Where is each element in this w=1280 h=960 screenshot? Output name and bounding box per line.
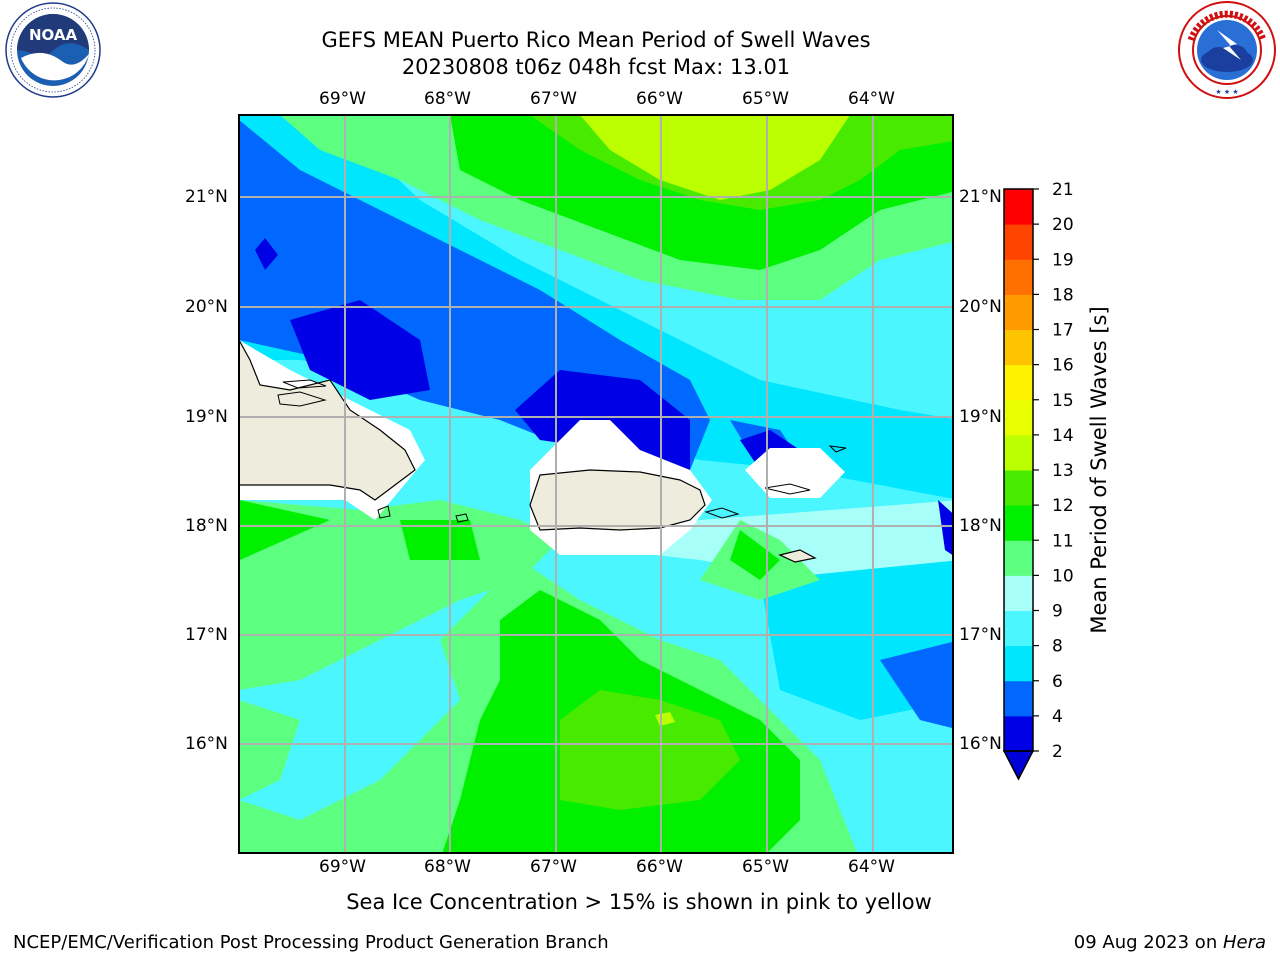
lon-tick-bottom-64w: 64°W xyxy=(848,857,895,877)
lon-tick-top-64w: 64°W xyxy=(848,89,895,109)
map-gridlines xyxy=(239,115,953,853)
colorbar-tick-label: 20 xyxy=(1052,215,1074,235)
noaa-logo-text: NOAA xyxy=(29,26,78,44)
colorbar-tick-label: 18 xyxy=(1052,285,1074,305)
lat-tick-right-16n: 16°N xyxy=(959,734,1002,754)
colorbar-tick-label: 4 xyxy=(1052,707,1063,727)
colorbar-tick-label: 10 xyxy=(1052,566,1074,586)
lat-tick-left-19n: 19°N xyxy=(185,407,228,427)
lat-tick-right-18n: 18°N xyxy=(959,516,1002,536)
colorbar-tick-label: 2 xyxy=(1052,742,1063,762)
svg-text:★ ★ ★: ★ ★ ★ xyxy=(1215,88,1238,96)
lon-tick-bottom-65w: 65°W xyxy=(742,857,789,877)
lat-tick-left-17n: 17°N xyxy=(185,625,228,645)
contour-field xyxy=(239,115,953,853)
lon-tick-top-68w: 68°W xyxy=(424,89,471,109)
colorbar-tick-label: 8 xyxy=(1052,637,1063,657)
chart-subtitle: 20230808 t06z 048h fcst Max: 13.01 xyxy=(401,55,791,79)
colorbar-segment xyxy=(1004,680,1033,717)
colorbar-segment xyxy=(1004,329,1033,366)
map-frame xyxy=(238,114,954,854)
footer-machine: Hera xyxy=(1222,932,1266,953)
colorbar-segment xyxy=(1004,434,1033,471)
colorbar-segment xyxy=(1004,364,1033,401)
lon-tick-bottom-68w: 68°W xyxy=(424,857,471,877)
colorbar-tick-label: 11 xyxy=(1052,531,1074,551)
colorbar-tick-label: 17 xyxy=(1052,321,1074,341)
colorbar-segment xyxy=(1004,224,1033,260)
colorbar-segment xyxy=(1004,399,1033,436)
noaa-logo: NOAA xyxy=(5,2,101,98)
lon-tick-bottom-69w: 69°W xyxy=(319,857,366,877)
colorbar-tick-label: 6 xyxy=(1052,672,1063,692)
colorbar-segment xyxy=(1004,645,1033,682)
chart-title: GEFS MEAN Puerto Rico Mean Period of Swe… xyxy=(321,28,871,52)
colorbar-tick-label: 15 xyxy=(1052,391,1074,411)
footer-date: 09 Aug 2023 on Hera xyxy=(1074,932,1266,953)
lon-tick-top-67w: 67°W xyxy=(530,89,577,109)
colorbar-segment xyxy=(1004,294,1033,330)
lon-tick-top-65w: 65°W xyxy=(742,89,789,109)
caption: Sea Ice Concentration > 15% is shown in … xyxy=(346,890,932,914)
colorbar-segment xyxy=(1004,189,1033,225)
lon-tick-top-66w: 66°W xyxy=(636,89,683,109)
colorbar-tick-label: 19 xyxy=(1052,250,1074,270)
colorbar-tick-label: 13 xyxy=(1052,461,1074,481)
colorbar-tick-label: 9 xyxy=(1052,602,1063,622)
lat-tick-right-20n: 20°N xyxy=(959,297,1002,317)
lat-tick-left-20n: 20°N xyxy=(185,297,228,317)
colorbar-label: Mean Period of Swell Waves [s] xyxy=(1087,306,1111,633)
colorbar-segment xyxy=(1004,259,1033,295)
colorbar-segment xyxy=(1004,470,1033,506)
nws-logo: ★ ★ ★ xyxy=(1178,1,1276,99)
colorbar-tick-label: 14 xyxy=(1052,426,1074,446)
colorbar-tick-label: 12 xyxy=(1052,496,1074,516)
lat-tick-left-21n: 21°N xyxy=(185,187,228,207)
colorbar-segment xyxy=(1004,610,1033,647)
lon-tick-bottom-67w: 67°W xyxy=(530,857,577,877)
colorbar-segment xyxy=(1004,575,1033,611)
colorbar: 2 4 6 8 9 10 11 12 13 14 15 16 17 18 19 20 21 xyxy=(1002,180,1074,781)
lon-tick-bottom-66w: 66°W xyxy=(636,857,683,877)
colorbar-under-arrow xyxy=(1002,750,1035,781)
colorbar-segment xyxy=(1004,715,1033,752)
lat-tick-left-18n: 18°N xyxy=(185,516,228,536)
colorbar-tick-label: 16 xyxy=(1052,356,1074,376)
lat-tick-left-16n: 16°N xyxy=(185,734,228,754)
lat-tick-right-21n: 21°N xyxy=(959,187,1002,207)
footer-date-text: 09 Aug 2023 on xyxy=(1073,932,1223,953)
colorbar-frame xyxy=(1003,188,1034,752)
lat-tick-right-17n: 17°N xyxy=(959,625,1002,645)
lon-tick-top-69w: 69°W xyxy=(319,89,366,109)
footer-branch: NCEP/EMC/Verification Post Processing Pr… xyxy=(13,932,609,953)
colorbar-segment xyxy=(1004,540,1033,576)
lat-tick-right-19n: 19°N xyxy=(959,407,1002,427)
colorbar-tick-label: 21 xyxy=(1052,180,1074,200)
colorbar-segment xyxy=(1004,505,1033,541)
